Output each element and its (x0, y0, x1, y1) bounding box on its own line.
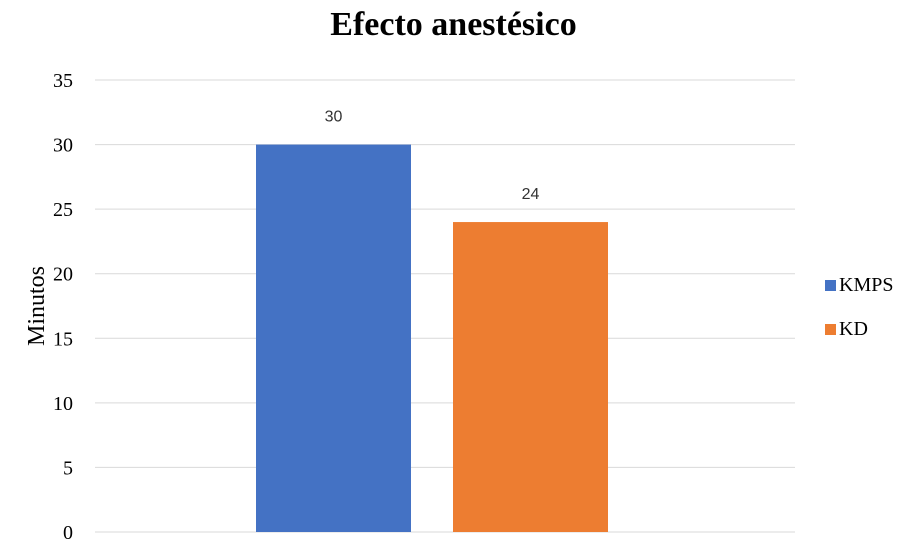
y-axis-label: Minutos (24, 266, 50, 346)
legend-swatch-kmps (825, 280, 836, 291)
y-tick-label: 10 (53, 393, 73, 415)
y-tick-label: 30 (53, 135, 73, 157)
data-label-kd: 24 (522, 186, 540, 203)
legend: KMPS KD (825, 274, 893, 340)
legend-label-kmps: KMPS (839, 274, 893, 296)
bar-kmps (256, 144, 411, 533)
y-tick-label: 15 (53, 328, 73, 350)
bar-kd (453, 222, 608, 533)
legend-label-kd: KD (839, 318, 868, 340)
bars (256, 144, 608, 533)
y-tick-label: 20 (53, 264, 73, 286)
chart-title: Efecto anestésico (330, 6, 577, 43)
y-tick-label: 25 (53, 199, 73, 221)
y-tick-label: 0 (63, 522, 73, 540)
y-tick-label: 5 (63, 457, 73, 479)
data-label-kmps: 30 (325, 109, 343, 126)
gridlines (95, 79, 795, 533)
data-labels: 30 24 (325, 109, 540, 203)
legend-swatch-kd (825, 324, 836, 335)
y-tick-label: 35 (53, 70, 73, 92)
y-axis-ticks: 0 5 10 15 20 25 30 35 (53, 70, 73, 540)
